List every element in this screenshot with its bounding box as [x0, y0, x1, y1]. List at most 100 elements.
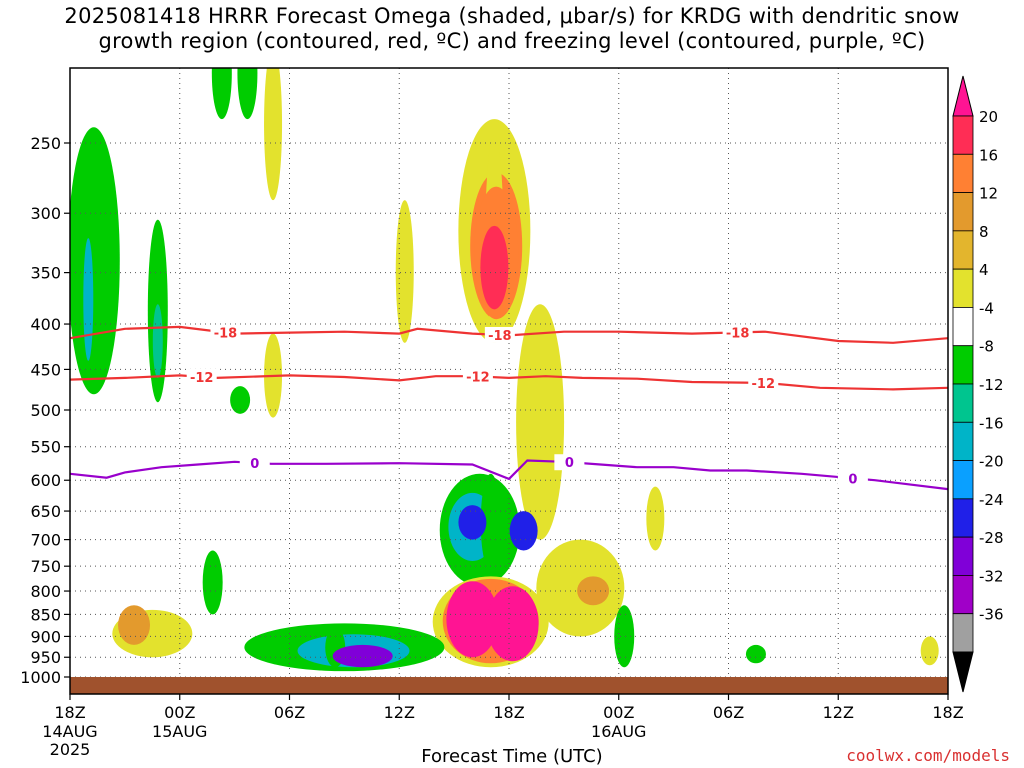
x-tick-label-8: 18Z: [932, 703, 963, 722]
colorbar-label-6: -8: [979, 338, 994, 356]
y-axis: 250 300 350 400 450 500 550 600 650 700 750 800 850 9…: [20, 134, 70, 687]
contour-label-bg-0-1: [484, 326, 515, 343]
x-tick-label-6: 06Z: [713, 703, 744, 722]
contour-label-bg-1-2: [748, 374, 779, 391]
contour-label-1-2: -12: [752, 377, 776, 392]
y-tick-label-500: 500: [30, 401, 61, 420]
colorbar-segment-6: [952, 345, 974, 385]
omega-region-12: [480, 225, 509, 310]
contour-lines: -18 -18 -18 -12 -12 -12 0 0 0: [70, 324, 948, 491]
credit-link[interactable]: coolwx.com/models: [846, 746, 1010, 765]
omega-region-22: [332, 644, 393, 668]
colorbar-segment-1: [952, 153, 974, 193]
omega-shading: [70, 68, 939, 672]
x-tick-label-5: 00Z: [603, 703, 634, 722]
colorbar-label-1: 16: [979, 146, 998, 164]
colorbar-segment-7: [952, 383, 974, 423]
colorbar-segment-2: [952, 192, 974, 232]
x-axis-label: Forecast Time (UTC): [421, 746, 603, 767]
contour-label-0-2: -18: [726, 326, 750, 341]
omega-region-27: [202, 550, 223, 615]
contour-2: [70, 459, 948, 491]
colorbar-label-3: 8: [979, 223, 989, 241]
colorbar-label-11: -28: [979, 529, 1004, 547]
chart-title-line1: 2025081418 HRRR Forecast Omega (shaded, …: [64, 4, 960, 28]
omega-region-15: [577, 576, 610, 606]
colorbar-label-9: -20: [979, 453, 1004, 471]
omega-region-23: [614, 605, 635, 668]
omega-region-1: [83, 238, 94, 361]
colorbar: 20 16 12 8 4 -4 -8 -12 -16 -20 -24 -28 -32 -36: [952, 75, 1004, 693]
colorbar-bottom-arrow: [952, 651, 974, 693]
colorbar-label-8: -16: [979, 414, 1004, 432]
contour-label-bg-1-0: [186, 368, 217, 385]
colorbar-segment-13: [952, 613, 974, 653]
ground-bar: [70, 677, 948, 694]
omega-region-9: [395, 200, 414, 343]
omega-region-4: [211, 68, 232, 120]
omega-region-base-11: [516, 304, 565, 540]
x-tick-sublabel-0-0: 14AUG: [42, 722, 97, 741]
contour-label-2-2: 0: [848, 472, 857, 487]
y-tick-label-400: 400: [30, 315, 61, 334]
y-tick-label-250: 250: [30, 134, 61, 153]
colorbar-label-7: -12: [979, 376, 1004, 394]
y-tick-label-750: 750: [30, 557, 61, 576]
contour-label-bg-1-1: [462, 368, 493, 385]
x-tick-sublabel-0-1: 2025: [50, 740, 91, 759]
omega-region-6: [264, 68, 283, 201]
colorbar-segment-11: [952, 536, 974, 576]
x-tick-label-7: 12Z: [823, 703, 854, 722]
x-tick-sublabel-5-0: 16AUG: [591, 722, 646, 741]
omega-region-5: [237, 68, 258, 120]
x-tick-label-4: 18Z: [493, 703, 524, 722]
colorbar-segment-4: [952, 268, 974, 308]
x-tick-label-0: 18Z: [54, 703, 85, 722]
contour-label-1-0: -12: [190, 371, 214, 386]
omega-region-16: [480, 473, 501, 572]
contour-label-2-1: 0: [565, 456, 574, 471]
y-tick-label-450: 450: [30, 360, 61, 379]
y-tick-label-900: 900: [30, 627, 61, 646]
y-tick-label-600: 600: [30, 471, 61, 490]
colorbar-segment-12: [952, 575, 974, 615]
colorbar-top-arrow: [952, 75, 974, 117]
omega-region-20: [486, 586, 539, 662]
colorbar-label-4: 4: [979, 261, 989, 279]
omega-region-8: [230, 386, 251, 414]
x-tick-label-2: 06Z: [274, 703, 305, 722]
x-tick-sublabel-1-0: 15AUG: [152, 722, 207, 741]
omega-region-18: [509, 511, 538, 551]
y-tick-label-950: 950: [30, 648, 61, 667]
colorbar-label-13: -36: [979, 606, 1004, 624]
colorbar-segment-10: [952, 498, 974, 538]
omega-region-26: [118, 605, 151, 645]
colorbar-segment-9: [952, 460, 974, 500]
contour-label-bg-0-2: [722, 324, 753, 341]
colorbar-segment-8: [952, 421, 974, 461]
chart-title-line2: growth region (contoured, red, ºC) and f…: [98, 29, 926, 53]
y-tick-label-350: 350: [30, 264, 61, 283]
omega-region-13: [646, 486, 665, 551]
contour-label-bg-2-2: [837, 470, 868, 487]
omega-region-19: [446, 581, 499, 658]
y-tick-label-300: 300: [30, 204, 61, 223]
colorbar-label-2: 12: [979, 185, 998, 203]
colorbar-label-5: -4: [979, 299, 994, 317]
y-tick-label-550: 550: [30, 438, 61, 457]
contour-label-0-0: -18: [214, 326, 238, 341]
contour-label-0-1: -18: [488, 329, 512, 344]
x-tick-label-1: 00Z: [164, 703, 195, 722]
contour-label-1-1: -12: [466, 370, 490, 385]
x-tick-label-3: 12Z: [384, 703, 415, 722]
colorbar-label-0: 20: [979, 108, 998, 126]
y-tick-label-800: 800: [30, 582, 61, 601]
y-tick-label-650: 650: [30, 502, 61, 521]
contour-label-bg-0-0: [210, 324, 241, 341]
colorbar-segment-3: [952, 230, 974, 270]
colorbar-segment-0: [952, 115, 974, 155]
omega-region-24: [745, 644, 766, 664]
contour-label-bg-2-1: [554, 454, 585, 471]
